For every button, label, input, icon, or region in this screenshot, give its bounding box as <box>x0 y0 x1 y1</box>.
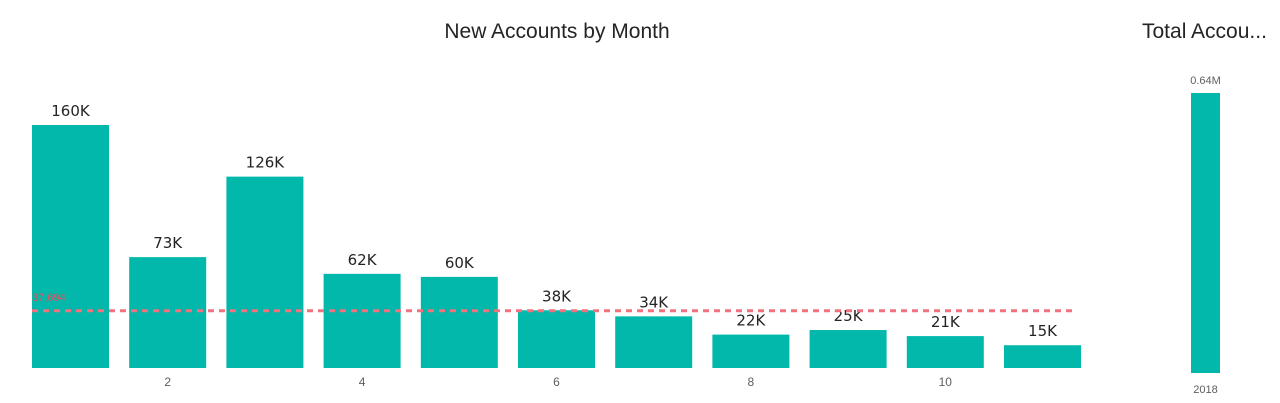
x-tick-label-2018: 2018 <box>1193 384 1217 396</box>
x-tick-label: 8 <box>748 375 755 389</box>
bar-month-6[interactable] <box>518 310 595 368</box>
data-label-month-8: 22K <box>736 312 766 330</box>
data-label-month-3: 126K <box>246 154 286 172</box>
data-label-month-1: 160K <box>51 102 91 120</box>
x-tick-label: 6 <box>553 375 560 389</box>
bar-month-8[interactable] <box>712 334 790 368</box>
x-tick-label: 2 <box>164 375 171 389</box>
bar-total-2018[interactable] <box>1191 93 1220 373</box>
new-accounts-plot: 160K 73K 126K 62K 60K 38K 34K 22K 25K 21K 15K 2 4 6 8 1… <box>32 102 1081 389</box>
total-accounts-chart-title: Total Accou... <box>1142 20 1267 43</box>
bar-month-11[interactable] <box>1004 345 1081 368</box>
data-label-month-5: 60K <box>445 254 475 272</box>
reference-line-label: 37,694 <box>32 292 66 304</box>
data-label-month-10: 21K <box>931 313 961 331</box>
x-tick-label: 10 <box>939 375 953 389</box>
total-accounts-plot: 0.64M 2018 <box>1190 75 1221 396</box>
data-label-month-4: 62K <box>348 251 378 269</box>
bar-month-3[interactable] <box>226 176 304 368</box>
bar-month-4[interactable] <box>323 273 401 368</box>
data-label-month-6: 38K <box>542 287 572 305</box>
data-label-month-11: 15K <box>1028 322 1058 340</box>
bar-month-1[interactable] <box>32 125 109 368</box>
bar-month-5[interactable] <box>420 276 498 368</box>
x-tick-label: 4 <box>359 375 366 389</box>
data-label-total: 0.64M <box>1190 75 1221 87</box>
data-label-month-2: 73K <box>153 234 183 252</box>
bar-month-9[interactable] <box>809 330 887 368</box>
chart-title: New Accounts by Month <box>444 20 670 43</box>
data-label-month-7: 34K <box>639 293 669 311</box>
bar-month-2[interactable] <box>129 257 207 368</box>
bar-month-7[interactable] <box>615 316 693 368</box>
data-label-month-9: 25K <box>834 307 864 325</box>
bar-month-10[interactable] <box>906 336 984 368</box>
